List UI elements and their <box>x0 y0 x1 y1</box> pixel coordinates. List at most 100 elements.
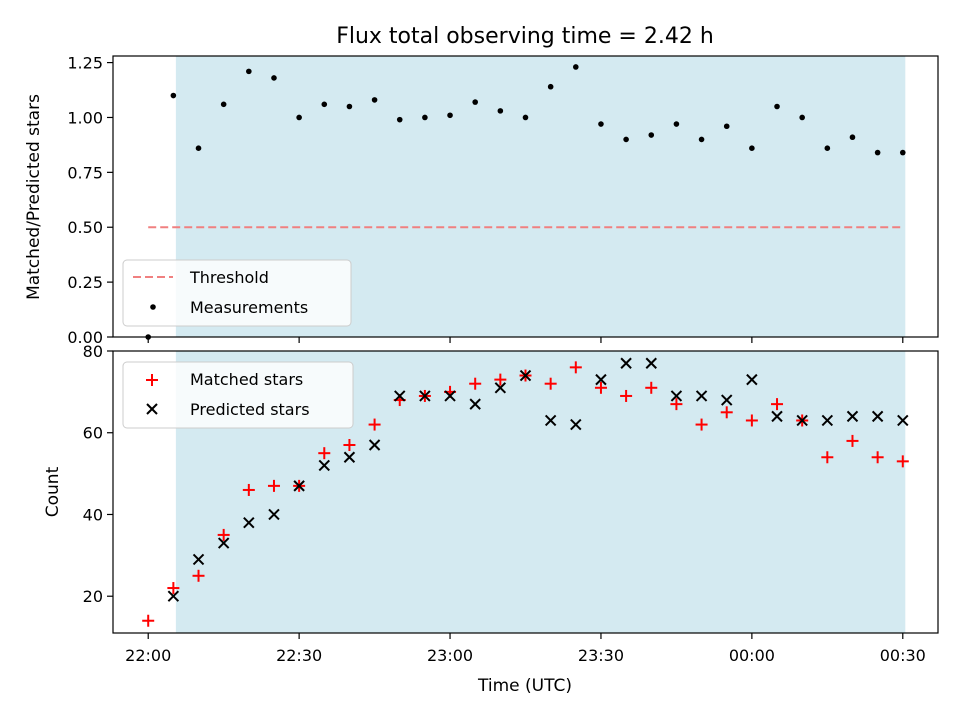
predicted-stars-point <box>192 553 205 566</box>
measurements-point <box>220 101 227 108</box>
top-legend-box <box>122 259 352 327</box>
matched-stars-point <box>594 381 607 394</box>
measurements-point <box>849 134 856 141</box>
measurements-point <box>472 99 478 105</box>
matched-stars-point <box>343 439 356 451</box>
matched-stars-point <box>242 483 255 496</box>
predicted-stars-point <box>268 508 280 521</box>
predicted-stars-point <box>746 373 758 386</box>
matched-stars-point <box>142 614 155 627</box>
predicted-stars-point <box>771 410 783 423</box>
top-panel: 0.00 0.25 0.50 0.75 1.00 1.25 Matched/Predict… <box>24 54 939 347</box>
measurements-legend-swatch <box>150 304 156 310</box>
x-axis-label: Time (UTC) <box>477 676 572 696</box>
measurements-point <box>195 145 202 152</box>
matched-stars-point <box>368 418 381 431</box>
matched-stars-point <box>670 398 683 411</box>
matched-stars-point <box>217 528 230 541</box>
matched-stars-point <box>569 361 582 374</box>
predicted-stars-point <box>846 410 859 423</box>
matched-stars-point <box>896 455 909 468</box>
top-ytick-label: 1.25 <box>67 54 103 73</box>
matched-stars-point <box>318 447 331 460</box>
matched-stars-point <box>494 373 507 386</box>
bottom-y-axis-label: Count <box>43 466 63 517</box>
predicted-stars-point <box>217 537 230 549</box>
top-ytick-label: 0.75 <box>67 163 103 182</box>
bottom-xtick-label: 22:30 <box>276 646 322 665</box>
measurements-point <box>573 64 579 70</box>
predicted-stars-point <box>871 410 884 423</box>
predicted-stars-point <box>821 414 834 427</box>
top-points-layer <box>145 64 906 340</box>
matched-stars-point <box>745 414 758 427</box>
bottom-xtick-label: 22:00 <box>125 646 171 665</box>
matched-stars-point <box>821 451 834 464</box>
top-plot-frame <box>112 55 939 338</box>
matched-stars-point <box>645 381 658 394</box>
measurements-point <box>346 103 353 110</box>
bottom-plot-frame <box>112 350 939 634</box>
matched-stars-point <box>167 582 180 595</box>
predicted-stars-point <box>394 390 406 402</box>
bottom-xtick-label: 23:00 <box>427 646 473 665</box>
matched-stars-point <box>871 451 884 464</box>
bottom-legend: Matched stars Predicted stars <box>122 361 354 429</box>
top-ytick-label: 0.00 <box>67 328 103 347</box>
bottom-yticks-layer: 20 40 60 80 <box>83 342 113 606</box>
measurements-point <box>422 114 428 121</box>
predicted-stars-point <box>645 357 657 369</box>
bottom-xticks-layer: 22:00 22:30 23:00 23:30 00:00 00:30 <box>125 633 926 665</box>
top-ytick-label: 1.00 <box>67 108 103 127</box>
matched-stars-point <box>544 377 557 390</box>
predicted-stars-point <box>293 480 305 492</box>
matched-stars-legend-swatch <box>146 374 158 386</box>
measurements-point <box>749 145 755 152</box>
bottom-ytick-label: 40 <box>83 505 103 524</box>
measurements-point <box>447 112 453 119</box>
bottom-points-layer <box>142 357 909 627</box>
top-y-axis-label: Matched/Predicted stars <box>24 94 44 300</box>
measurements-point <box>396 116 403 123</box>
measurements-point <box>598 121 604 127</box>
predicted-stars-point <box>343 451 356 463</box>
predicted-stars-point <box>368 439 381 451</box>
measurements-point <box>774 103 780 110</box>
measurements-point <box>271 75 277 81</box>
measurements-point <box>296 114 302 121</box>
bottom-ytick-label: 60 <box>83 424 103 443</box>
matched-stars-point <box>192 569 205 582</box>
predicted-stars-point <box>695 390 708 402</box>
predicted-stars-point <box>167 590 180 602</box>
measurements-legend-label: Measurements <box>190 298 308 317</box>
predicted-stars-point <box>721 394 733 406</box>
measurements-point <box>723 123 730 130</box>
matched-stars-legend-label: Matched stars <box>190 370 303 389</box>
predicted-stars-legend-label: Predicted stars <box>190 400 310 419</box>
matched-stars-point <box>771 398 784 411</box>
threshold-legend-label: Threshold <box>189 268 269 287</box>
predicted-stars-point <box>897 414 909 427</box>
measurements-point <box>698 136 705 143</box>
bottom-xtick-label: 23:30 <box>578 646 624 665</box>
matched-stars-point <box>469 377 482 390</box>
predicted-stars-point <box>620 357 632 369</box>
measurements-point <box>623 136 629 143</box>
predicted-stars-legend-swatch <box>146 403 158 415</box>
measurements-point <box>497 108 504 114</box>
predicted-stars-point <box>469 398 481 410</box>
bottom-ytick-label: 20 <box>83 587 103 606</box>
predicted-stars-point <box>444 390 456 402</box>
measurements-point <box>547 83 554 90</box>
measurements-point <box>799 114 805 121</box>
measurements-point <box>246 68 252 75</box>
predicted-stars-point <box>544 414 557 427</box>
measurements-point <box>648 132 655 138</box>
top-ytick-label: 0.50 <box>67 218 103 237</box>
measurements-point <box>899 149 906 156</box>
matched-stars-point <box>846 434 859 447</box>
bottom-xtick-label: 00:00 <box>729 646 775 665</box>
predicted-stars-point <box>595 373 607 386</box>
top-yticks-layer: 0.00 0.25 0.50 0.75 1.00 1.25 <box>67 54 113 347</box>
